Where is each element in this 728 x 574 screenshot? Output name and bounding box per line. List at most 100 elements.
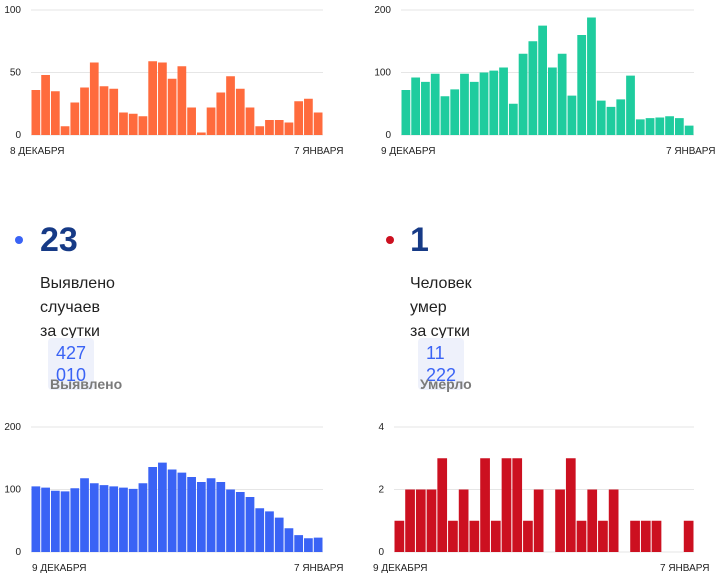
- y-tick-label: 50: [10, 68, 22, 79]
- bar: [533, 489, 544, 552]
- bar: [167, 78, 177, 135]
- y-tick-label: 0: [15, 130, 21, 141]
- chart-recovered-svg: 0 100 200: [374, 5, 694, 141]
- bar: [394, 520, 405, 552]
- bar: [577, 35, 587, 135]
- deaths-total-label: Умерло: [420, 376, 472, 392]
- bar: [469, 520, 480, 552]
- y-tick-label: 100: [4, 5, 21, 16]
- bar: [148, 467, 158, 552]
- bar: [99, 86, 109, 135]
- cases-total: 427 010: [48, 338, 95, 390]
- bar: [284, 122, 294, 135]
- bar: [80, 87, 89, 135]
- bar: [683, 520, 694, 552]
- bar: [450, 89, 460, 135]
- y-tick-label: 200: [4, 422, 21, 433]
- bar: [284, 528, 294, 552]
- bar: [41, 487, 50, 552]
- cases-dot: [15, 236, 23, 244]
- y-tick-label: 0: [378, 547, 384, 558]
- bar: [109, 88, 119, 135]
- x-start-label: 9 ДЕКАБРЯ: [381, 146, 436, 157]
- bar: [458, 489, 469, 552]
- cases-value: 23: [40, 221, 78, 259]
- y-tick-label: 100: [374, 68, 391, 79]
- bar: [655, 117, 665, 135]
- bar: [598, 520, 608, 552]
- bar: [528, 41, 538, 135]
- bar: [645, 118, 655, 135]
- bar: [608, 489, 619, 552]
- bar: [265, 120, 274, 135]
- bar: [196, 132, 206, 135]
- bar: [31, 486, 41, 552]
- bar: [226, 76, 235, 135]
- bar: [31, 90, 41, 135]
- bar: [187, 107, 196, 135]
- bar: [606, 106, 616, 135]
- bar: [448, 520, 458, 552]
- x-start-label: 8 ДЕКАБРЯ: [10, 146, 65, 157]
- bar: [567, 95, 577, 135]
- bar: [158, 62, 167, 135]
- bar: [128, 113, 138, 135]
- bar: [274, 517, 284, 552]
- bar: [255, 508, 265, 552]
- bar: [216, 92, 226, 135]
- bar: [235, 88, 245, 135]
- bar: [60, 126, 70, 135]
- bar: [411, 77, 421, 135]
- bar: [415, 489, 426, 552]
- bar: [499, 67, 508, 135]
- bar: [523, 520, 533, 552]
- bar: [430, 73, 440, 135]
- bar: [538, 25, 547, 135]
- bar: [274, 120, 284, 135]
- bar: [576, 520, 587, 552]
- bar: [421, 81, 430, 135]
- bar: [50, 490, 60, 552]
- bar: [294, 535, 304, 552]
- bar: [41, 75, 50, 135]
- deaths-desc-line2: за сутки: [410, 323, 470, 340]
- bar: [177, 472, 187, 552]
- cases-desc-line1: Выявлено случаев: [40, 275, 115, 316]
- y-tick-label: 4: [378, 422, 384, 433]
- bar: [405, 489, 415, 552]
- y-tick-label: 0: [385, 130, 391, 141]
- bar: [426, 489, 437, 552]
- bar: [80, 478, 89, 552]
- bar: [70, 488, 80, 552]
- chart-cases-region: 0 50 100 8 ДЕКАБРЯ 7 ЯНВАРЯ: [0, 0, 345, 162]
- bar: [490, 520, 501, 552]
- bar: [665, 116, 674, 135]
- bar: [265, 511, 274, 552]
- bar: [206, 478, 216, 552]
- bar: [508, 103, 518, 135]
- bar: [187, 477, 196, 552]
- bar: [674, 118, 684, 135]
- cases-desc-line2: за сутки: [40, 323, 100, 340]
- bar: [196, 482, 206, 552]
- deaths-value: 1: [410, 221, 429, 259]
- bar: [89, 62, 99, 135]
- bar: [138, 116, 148, 135]
- bar: [313, 537, 323, 552]
- y-tick-label: 2: [378, 485, 384, 496]
- bar: [89, 483, 99, 552]
- bar: [626, 75, 635, 135]
- bar: [50, 91, 60, 135]
- x-end-label: 7 ЯНВАРЯ: [666, 146, 716, 157]
- bar: [216, 482, 226, 552]
- bar: [304, 538, 313, 552]
- bar: [119, 487, 128, 552]
- bar: [245, 107, 255, 135]
- bar: [555, 489, 565, 552]
- bar: [245, 497, 255, 552]
- x-end-label: 7 ЯНВАРЯ: [294, 563, 344, 574]
- bar: [501, 458, 512, 552]
- chart-cases-total: 0 100 200 9 ДЕКАБРЯ 7 ЯНВАРЯ: [0, 0, 345, 574]
- bar: [167, 469, 177, 552]
